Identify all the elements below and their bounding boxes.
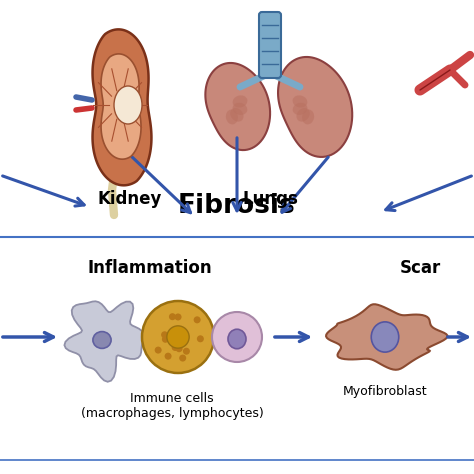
Polygon shape <box>205 63 270 150</box>
FancyBboxPatch shape <box>259 12 281 78</box>
Circle shape <box>175 345 182 352</box>
Ellipse shape <box>371 322 399 352</box>
Ellipse shape <box>228 329 246 349</box>
Ellipse shape <box>233 95 247 108</box>
Circle shape <box>164 334 171 340</box>
Circle shape <box>161 331 168 338</box>
Ellipse shape <box>114 86 142 124</box>
Ellipse shape <box>292 103 308 115</box>
Circle shape <box>194 316 201 323</box>
Polygon shape <box>326 304 447 370</box>
Ellipse shape <box>226 109 238 125</box>
Text: Scar: Scar <box>400 259 441 277</box>
Ellipse shape <box>167 326 189 348</box>
Text: Kidney: Kidney <box>98 190 162 208</box>
Circle shape <box>142 301 214 373</box>
Ellipse shape <box>230 108 244 122</box>
Polygon shape <box>92 29 152 185</box>
Polygon shape <box>64 301 144 382</box>
Circle shape <box>174 313 182 320</box>
Circle shape <box>183 348 190 355</box>
Polygon shape <box>101 54 141 159</box>
Text: Inflammation: Inflammation <box>88 259 212 277</box>
Circle shape <box>169 313 176 320</box>
Text: Lungs: Lungs <box>242 190 298 208</box>
Ellipse shape <box>302 109 314 125</box>
Ellipse shape <box>233 103 247 115</box>
Circle shape <box>179 355 186 362</box>
Text: Myofibroblast: Myofibroblast <box>343 385 428 398</box>
Ellipse shape <box>296 108 310 122</box>
Circle shape <box>155 346 162 354</box>
Circle shape <box>197 335 204 342</box>
Ellipse shape <box>292 95 307 108</box>
Circle shape <box>212 312 262 362</box>
Circle shape <box>172 344 179 351</box>
Circle shape <box>164 353 172 360</box>
Text: Immune cells
(macrophages, lymphocytes): Immune cells (macrophages, lymphocytes) <box>81 392 264 420</box>
Ellipse shape <box>93 332 111 348</box>
Text: Fibrosis: Fibrosis <box>178 193 296 219</box>
Polygon shape <box>278 57 352 157</box>
Circle shape <box>162 336 169 343</box>
